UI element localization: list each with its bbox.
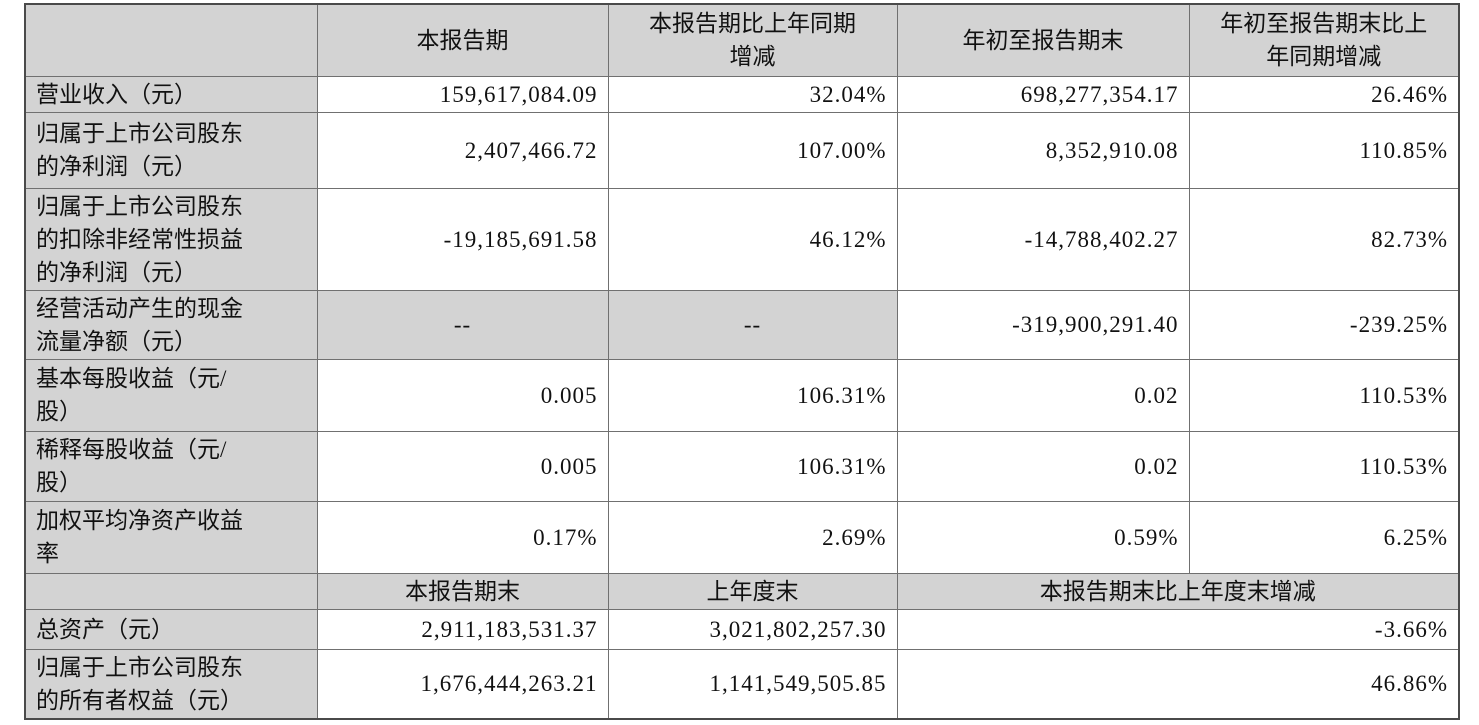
cell-yoy-change: 2.69% xyxy=(607,500,898,574)
cell-ytd-yoy-change: 6.25% xyxy=(1188,500,1460,574)
header-end-of-period: 本报告期末 xyxy=(316,572,609,610)
cell-ytd: 698,277,354.17 xyxy=(896,75,1190,113)
table-row-net-profit: 归属于上市公司股东 的净利润（元） 2,407,466.72 107.00% 8… xyxy=(24,111,1460,189)
header-empty-cell xyxy=(24,3,318,77)
row-label: 稀释每股收益（元/ 股） xyxy=(24,430,318,502)
cell-ytd-yoy-change: 26.46% xyxy=(1188,75,1460,113)
header-current-period-yoy-change: 本报告期比上年同期 增减 xyxy=(607,3,898,77)
row-label: 总资产（元） xyxy=(24,608,318,650)
table-row-basic-eps: 基本每股收益（元/ 股） 0.005 106.31% 0.02 110.53% xyxy=(24,358,1460,432)
cell-ytd: 0.02 xyxy=(896,358,1190,432)
cell-ytd: 8,352,910.08 xyxy=(896,111,1190,189)
cell-end-of-prior-year: 3,021,802,257.30 xyxy=(607,608,898,650)
cell-change-vs-prior-year-end: -3.66% xyxy=(896,608,1460,650)
cell-yoy-change: 106.31% xyxy=(607,358,898,432)
cell-ytd-yoy-change: 82.73% xyxy=(1188,187,1460,291)
cell-current-period: 0.005 xyxy=(316,430,609,502)
table-row-diluted-eps: 稀释每股收益（元/ 股） 0.005 106.31% 0.02 110.53% xyxy=(24,430,1460,502)
header-empty-cell xyxy=(24,572,318,610)
cell-current-period: -19,185,691.58 xyxy=(316,187,609,291)
row-label: 加权平均净资产收益 率 xyxy=(24,500,318,574)
cell-current-period: 2,407,466.72 xyxy=(316,111,609,189)
cell-ytd-yoy-change: 110.85% xyxy=(1188,111,1460,189)
table-row-operating-cash-flow: 经营活动产生的现金 流量净额（元） -- -- -319,900,291.40 … xyxy=(24,289,1460,360)
cell-ytd-yoy-change: 110.53% xyxy=(1188,358,1460,432)
table-row-net-profit-excl-nonrecurring: 归属于上市公司股东 的扣除非经常性损益 的净利润（元） -19,185,691.… xyxy=(24,187,1460,291)
cell-ytd-yoy-change: -239.25% xyxy=(1188,289,1460,360)
cell-yoy-change: 106.31% xyxy=(607,430,898,502)
header-row-period-end: 本报告期末 上年度末 本报告期末比上年度末增减 xyxy=(24,572,1460,610)
key-financials-table: 本报告期 本报告期比上年同期 增减 年初至报告期末 年初至报告期末比上 年同期增… xyxy=(24,3,1460,720)
row-label: 经营活动产生的现金 流量净额（元） xyxy=(24,289,318,360)
header-ytd: 年初至报告期末 xyxy=(896,3,1190,77)
row-label: 归属于上市公司股东 的净利润（元） xyxy=(24,111,318,189)
row-label: 归属于上市公司股东 的所有者权益（元） xyxy=(24,648,318,719)
cell-ytd: 0.02 xyxy=(896,430,1190,502)
cell-current-period: 0.005 xyxy=(316,358,609,432)
header-row-period: 本报告期 本报告期比上年同期 增减 年初至报告期末 年初至报告期末比上 年同期增… xyxy=(24,3,1460,77)
header-end-of-prior-year: 上年度末 xyxy=(607,572,898,610)
cell-end-of-prior-year: 1,141,549,505.85 xyxy=(607,648,898,719)
header-change-vs-prior-year-end: 本报告期末比上年度末增减 xyxy=(896,572,1460,610)
cell-current-period: 0.17% xyxy=(316,500,609,574)
row-label: 营业收入（元） xyxy=(24,75,318,113)
table-row-total-assets: 总资产（元） 2,911,183,531.37 3,021,802,257.30… xyxy=(24,608,1460,650)
cell-yoy-change: 46.12% xyxy=(607,187,898,291)
row-label: 基本每股收益（元/ 股） xyxy=(24,358,318,432)
table-row-weighted-avg-roe: 加权平均净资产收益 率 0.17% 2.69% 0.59% 6.25% xyxy=(24,500,1460,574)
cell-ytd: 0.59% xyxy=(896,500,1190,574)
cell-ytd: -319,900,291.40 xyxy=(896,289,1190,360)
cell-end-of-period: 2,911,183,531.37 xyxy=(316,608,609,650)
cell-yoy-change-na: -- xyxy=(607,289,898,360)
cell-ytd-yoy-change: 110.53% xyxy=(1188,430,1460,502)
cell-current-period-na: -- xyxy=(316,289,609,360)
table-row-operating-revenue: 营业收入（元） 159,617,084.09 32.04% 698,277,35… xyxy=(24,75,1460,113)
table-row-equity-attributable-to-shareholders: 归属于上市公司股东 的所有者权益（元） 1,676,444,263.21 1,1… xyxy=(24,648,1460,719)
row-label: 归属于上市公司股东 的扣除非经常性损益 的净利润（元） xyxy=(24,187,318,291)
header-current-period: 本报告期 xyxy=(316,3,609,77)
cell-change-vs-prior-year-end: 46.86% xyxy=(896,648,1460,719)
header-ytd-yoy-change: 年初至报告期末比上 年同期增减 xyxy=(1188,3,1460,77)
cell-current-period: 159,617,084.09 xyxy=(316,75,609,113)
cell-ytd: -14,788,402.27 xyxy=(896,187,1190,291)
cell-end-of-period: 1,676,444,263.21 xyxy=(316,648,609,719)
cell-yoy-change: 107.00% xyxy=(607,111,898,189)
cell-yoy-change: 32.04% xyxy=(607,75,898,113)
